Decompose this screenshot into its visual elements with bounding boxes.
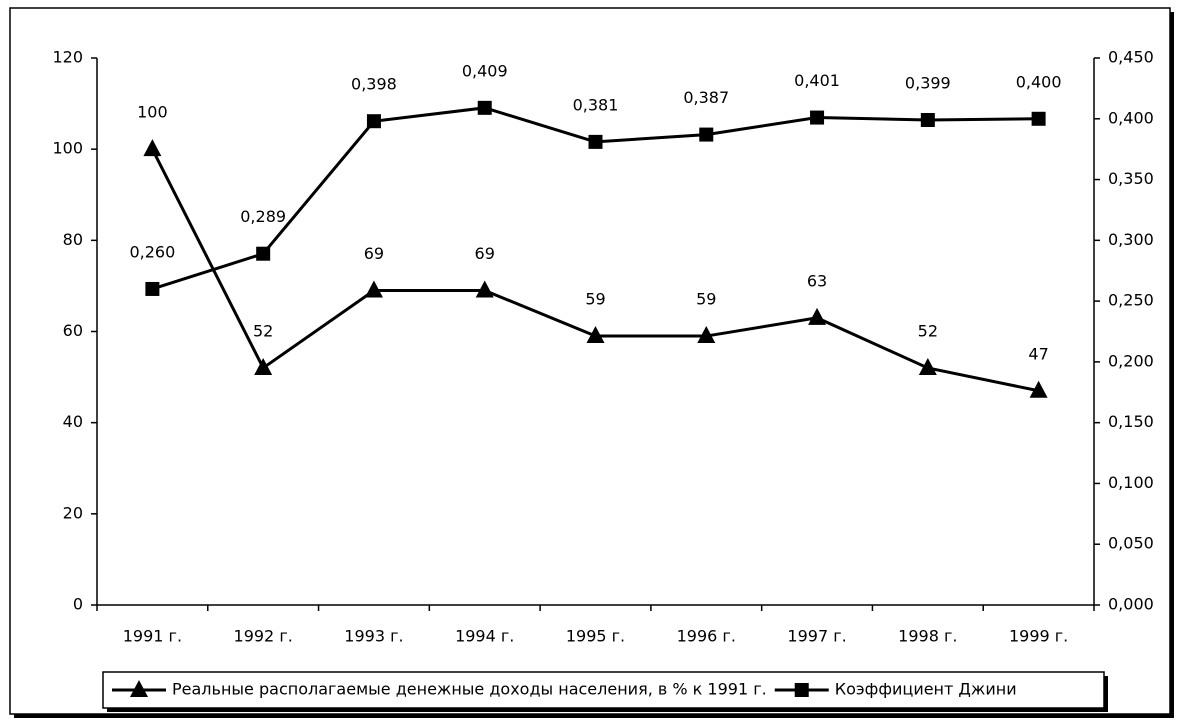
y2-tick-label: 0,450 xyxy=(1108,48,1154,67)
legend-label: Коэффициент Джини xyxy=(835,680,1017,699)
data-point xyxy=(697,326,716,344)
x-tick-label: 1996 г. xyxy=(677,627,736,646)
data-point xyxy=(920,112,935,127)
data-point xyxy=(475,280,494,298)
data-label: 0,399 xyxy=(905,73,951,92)
y2-tick-label: 0,250 xyxy=(1108,291,1154,310)
y-tick-label: 80 xyxy=(63,230,83,249)
frame xyxy=(9,7,1171,715)
data-point xyxy=(364,280,383,298)
y-tick-label: 40 xyxy=(63,412,83,431)
data-label: 0,381 xyxy=(573,95,619,114)
y-tick-label: 20 xyxy=(63,503,83,522)
legend-label: Реальные располагаемые денежные доходы н… xyxy=(172,680,767,699)
y2-tick-label: 0,300 xyxy=(1108,230,1154,249)
x-tick-label: 1995 г. xyxy=(566,627,625,646)
y2-tick-label: 0,400 xyxy=(1108,108,1154,127)
x-tick-label: 1994 г. xyxy=(455,627,514,646)
data-point xyxy=(366,114,381,129)
y2-tick-label: 0,100 xyxy=(1108,473,1154,492)
y2-tick-label: 0,150 xyxy=(1108,412,1154,431)
data-point xyxy=(588,134,603,149)
data-point xyxy=(477,100,492,115)
x-tick-label: 1993 г. xyxy=(344,627,403,646)
data-label: 52 xyxy=(253,321,273,340)
legend-box xyxy=(102,671,1105,709)
data-point xyxy=(256,246,271,261)
data-point xyxy=(1031,111,1046,126)
x-tick-label: 1997 г. xyxy=(787,627,846,646)
data-label: 0,401 xyxy=(794,71,840,90)
data-label: 69 xyxy=(364,244,384,263)
y2-tick-label: 0,350 xyxy=(1108,169,1154,188)
data-label: 0,400 xyxy=(1016,72,1062,91)
data-label: 0,387 xyxy=(683,88,729,107)
legend-marker xyxy=(794,683,809,697)
y-tick-label: 60 xyxy=(63,321,83,340)
data-point xyxy=(254,357,273,375)
data-label: 52 xyxy=(918,321,938,340)
data-label: 69 xyxy=(475,244,495,263)
data-point xyxy=(586,326,605,344)
x-tick-label: 1998 г. xyxy=(898,627,957,646)
legend-marker xyxy=(130,680,148,697)
data-point xyxy=(699,127,714,142)
data-label: 63 xyxy=(807,271,827,290)
data-label: 0,409 xyxy=(462,61,508,80)
data-point xyxy=(143,139,162,157)
x-tick-label: 1991 г. xyxy=(123,627,182,646)
data-label: 0,260 xyxy=(129,242,175,261)
x-tick-label: 1992 г. xyxy=(234,627,293,646)
data-label: 0,289 xyxy=(240,207,286,226)
data-label: 100 xyxy=(137,103,168,122)
y2-tick-label: 0,050 xyxy=(1108,534,1154,553)
data-label: 0,398 xyxy=(351,75,397,94)
data-point xyxy=(1029,380,1048,398)
data-point xyxy=(918,357,937,375)
y-tick-label: 0 xyxy=(73,595,83,614)
data-point xyxy=(810,110,825,125)
data-label: 47 xyxy=(1028,344,1048,363)
y2-tick-label: 0,000 xyxy=(1108,595,1154,614)
y-tick-label: 100 xyxy=(52,139,83,158)
data-label: 59 xyxy=(696,290,716,309)
data-point xyxy=(808,307,827,325)
data-label: 59 xyxy=(585,290,605,309)
y-tick-label: 120 xyxy=(52,48,83,67)
y2-tick-label: 0,200 xyxy=(1108,351,1154,370)
data-point xyxy=(145,281,160,296)
x-tick-label: 1999 г. xyxy=(1009,627,1068,646)
